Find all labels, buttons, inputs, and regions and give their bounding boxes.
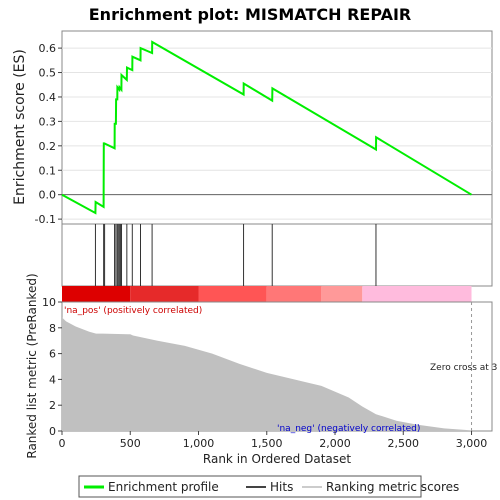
- rank-annotation: 'na_neg' (negatively correlated): [277, 424, 420, 434]
- heatmap-segment: [266, 286, 322, 302]
- rank-y-tick-label: 4: [49, 373, 56, 386]
- legend-label: Ranking metric scores: [326, 480, 459, 494]
- hits-layer: [94, 224, 377, 286]
- es-profile-layer: [61, 40, 492, 215]
- heatmap-segment: [321, 286, 363, 302]
- es-y-tick-label: 0.6: [39, 42, 57, 55]
- heatmap-segment: [130, 286, 199, 302]
- rank-metric-layer: [62, 302, 473, 431]
- es-y-tick-label: 0.0: [39, 189, 57, 202]
- x-tick-label: 2,500: [388, 437, 420, 450]
- legend: Enrichment profile Hits Ranking metric sco…: [84, 480, 459, 494]
- x-tick-label: 1,500: [251, 437, 283, 450]
- rank-heatmap-bar: [62, 286, 472, 302]
- es-y-tick-label: 0.1: [39, 164, 57, 177]
- rank-y-tick-label: 6: [49, 348, 56, 361]
- rank-y-tick-label: 2: [49, 399, 56, 412]
- es-y-tick-label: 0.4: [39, 91, 57, 104]
- es-y-tick-label: 0.3: [39, 115, 57, 128]
- rank-annotations: 'na_pos' (positively correlated) 'na_neg'…: [64, 306, 497, 434]
- legend-label: Enrichment profile: [108, 480, 219, 494]
- enrichment-profile-line: [61, 40, 473, 215]
- x-tick-label: 3,000: [456, 437, 488, 450]
- x-tick-label: 2,000: [319, 437, 351, 450]
- rank-y-axis: 0 2 4 6 8 10: [42, 296, 62, 438]
- x-axis: 0 500 1,000 1,500 2,000 2,500 3,000: [59, 431, 488, 450]
- heatmap-segment: [362, 286, 472, 302]
- x-tick-label: 0: [59, 437, 66, 450]
- x-tick-label: 500: [120, 437, 141, 450]
- x-tick-label: 1,000: [183, 437, 215, 450]
- es-y-tick-label: 0.5: [39, 67, 57, 80]
- x-axis-label: Rank in Ordered Dataset: [203, 452, 351, 466]
- rank-annotation: Zero cross at 3: [430, 363, 497, 373]
- rank-y-tick-label: 10: [42, 296, 56, 309]
- es-y-axis: -0.1 0.0 0.1 0.2 0.3 0.4 0.5 0.6: [35, 42, 62, 226]
- es-y-tick-label: 0.2: [39, 140, 57, 153]
- rank-y-axis-label: Ranked list metric (PreRanked): [25, 273, 39, 458]
- es-y-axis-label: Enrichment score (ES): [12, 49, 28, 205]
- ranking-metric-area: [62, 317, 472, 431]
- heatmap-segment: [62, 286, 131, 302]
- es-y-tick-label: -0.1: [35, 213, 56, 226]
- chart-title: Enrichment plot: MISMATCH REPAIR: [89, 5, 412, 24]
- rank-y-tick-label: 8: [49, 322, 56, 335]
- legend-label: Hits: [270, 480, 293, 494]
- heatmap-segment: [198, 286, 267, 302]
- rank-annotation: 'na_pos' (positively correlated): [64, 306, 202, 316]
- rank-y-tick-label: 0: [49, 425, 56, 438]
